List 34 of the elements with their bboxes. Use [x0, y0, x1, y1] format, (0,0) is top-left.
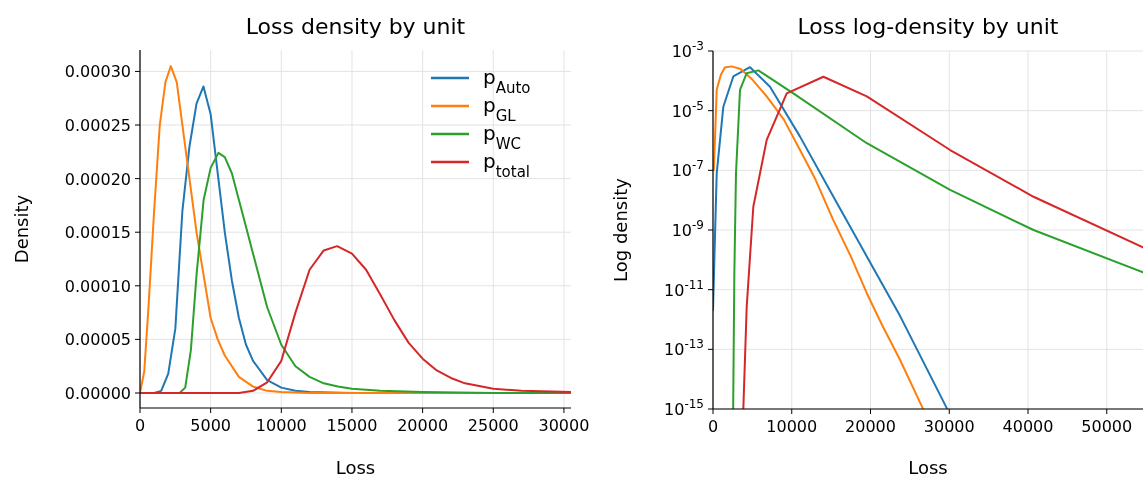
- y-tick-label: 0.00030: [64, 62, 131, 82]
- y-tick-label: 10$^{-11}$: [664, 277, 704, 300]
- x-tick-label: 10000: [766, 417, 818, 436]
- y-axis-title: Density: [11, 194, 32, 264]
- x-tick-label: 50000: [1081, 417, 1133, 436]
- y-axis-title: Log density: [610, 177, 631, 282]
- y-tick-label: 10$^{-9}$: [671, 218, 704, 240]
- y-tick-label: 0.00020: [64, 169, 131, 189]
- y-tick-label: 10$^{-15}$: [664, 397, 704, 419]
- line-series: [140, 245, 571, 394]
- x-tick-label: 5000: [190, 416, 232, 435]
- y-tick-label: 0.00025: [64, 116, 131, 136]
- y-tick-label: 10$^{-13}$: [664, 337, 704, 360]
- x-tick-label: 10000: [255, 416, 307, 435]
- y-tick-label: 10$^{-7}$: [671, 158, 704, 181]
- x-tick-label: 20000: [397, 416, 449, 435]
- x-tick-label: 30000: [923, 417, 975, 436]
- y-tick-label: 0.00015: [64, 223, 131, 243]
- chart-title: Loss density by unit: [245, 14, 466, 39]
- x-axis-title: Loss: [335, 457, 376, 478]
- y-tick-label: 0.00005: [64, 330, 131, 350]
- x-axis-title: Loss: [908, 457, 948, 478]
- x-tick-label: 20000: [845, 417, 896, 436]
- x-tick-label: 25000: [467, 416, 519, 435]
- x-tick-label: 40000: [1002, 417, 1054, 436]
- x-tick-label: 30000: [538, 416, 590, 435]
- y-tick-label: 10$^{-5}$: [671, 98, 704, 121]
- chart-title: Loss log-density by unit: [797, 14, 1059, 39]
- y-tick-label: 0.00000: [64, 383, 131, 403]
- x-tick-label: 15000: [326, 416, 378, 435]
- y-tick-label: 0.00010: [64, 276, 131, 296]
- y-tick-label: 10$^{-3}$: [671, 39, 704, 61]
- x-tick-label: 0: [134, 416, 146, 435]
- x-tick-label: 0: [707, 417, 719, 436]
